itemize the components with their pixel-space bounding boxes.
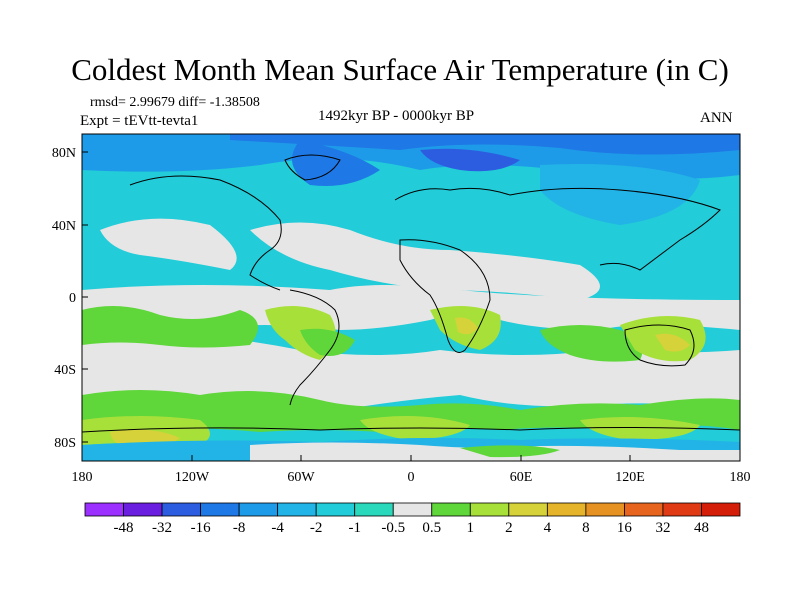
colorbar-swatch	[701, 502, 741, 517]
lon-label-60e: 60E	[510, 470, 533, 485]
lon-label-0: 0	[408, 470, 415, 485]
colorbar-swatch	[431, 502, 471, 517]
colorbar-label: 4	[544, 520, 552, 536]
colorbar-label: 16	[617, 520, 633, 536]
colorbar-swatch	[624, 502, 664, 517]
colorbar-label: -48	[114, 520, 134, 536]
colorbar-swatch	[546, 502, 587, 517]
colorbar-swatch	[238, 502, 279, 517]
colorbar-label: 0.5	[422, 520, 441, 536]
colorbar-swatch	[200, 502, 240, 517]
colorbar-swatch	[469, 502, 510, 517]
season-label: ANN	[700, 110, 733, 126]
colorbar-label: -1	[348, 520, 361, 536]
lon-label-60w: 60W	[287, 470, 315, 485]
lon-label-180w: 180	[72, 470, 93, 485]
colorbar-swatch	[508, 502, 548, 517]
colorbar-swatch	[277, 502, 317, 517]
colorbar-swatch	[392, 502, 433, 517]
colorbar-swatch	[161, 502, 201, 517]
lon-label-180e: 180	[730, 470, 751, 485]
colorbar-label: 48	[694, 520, 709, 536]
stats-line: rmsd= 2.99679 diff= -1.38508	[90, 95, 260, 110]
colorbar-label: 1	[467, 520, 475, 536]
lon-label-120w: 120W	[175, 470, 210, 485]
colorbar-label: -2	[310, 520, 323, 536]
colorbar-swatch	[354, 502, 394, 517]
colorbar-label: -0.5	[381, 520, 405, 536]
colorbar-label: -4	[271, 520, 284, 536]
colorbar	[84, 502, 741, 517]
lat-label-40s: 40S	[54, 363, 76, 378]
colorbar-label: 2	[505, 520, 513, 536]
axis-ticks	[81, 151, 741, 461]
lat-label-80n: 80N	[52, 146, 76, 161]
colorbar-swatch	[662, 502, 702, 517]
period-line: 1492kyr BP - 0000kyr BP	[318, 108, 475, 124]
colorbar-swatch	[585, 502, 625, 517]
coastlines	[82, 154, 740, 433]
colorbar-label: 32	[655, 520, 670, 536]
colorbar-label: -16	[191, 520, 211, 536]
colorbar-label: -32	[152, 520, 172, 536]
colorbar-label: 8	[582, 520, 590, 536]
temperature-field	[82, 134, 740, 461]
experiment-line: Expt = tEVtt-tevta1	[80, 113, 199, 129]
colorbar-label: -8	[233, 520, 246, 536]
colorbar-swatch	[315, 502, 356, 517]
chart-title: Coldest Month Mean Surface Air Temperatu…	[71, 52, 729, 87]
lon-label-120e: 120E	[615, 470, 645, 485]
lat-label-0: 0	[69, 291, 76, 306]
colorbar-swatch	[84, 502, 124, 517]
colorbar-swatch	[123, 502, 163, 517]
lat-label-80s: 80S	[54, 436, 76, 451]
lat-label-40n: 40N	[52, 219, 76, 234]
colorbar-labels: -48 -32 -16 -8 -4 -2 -1 -0.5 0.5 1 2 4 8 16 32 48	[114, 520, 709, 536]
